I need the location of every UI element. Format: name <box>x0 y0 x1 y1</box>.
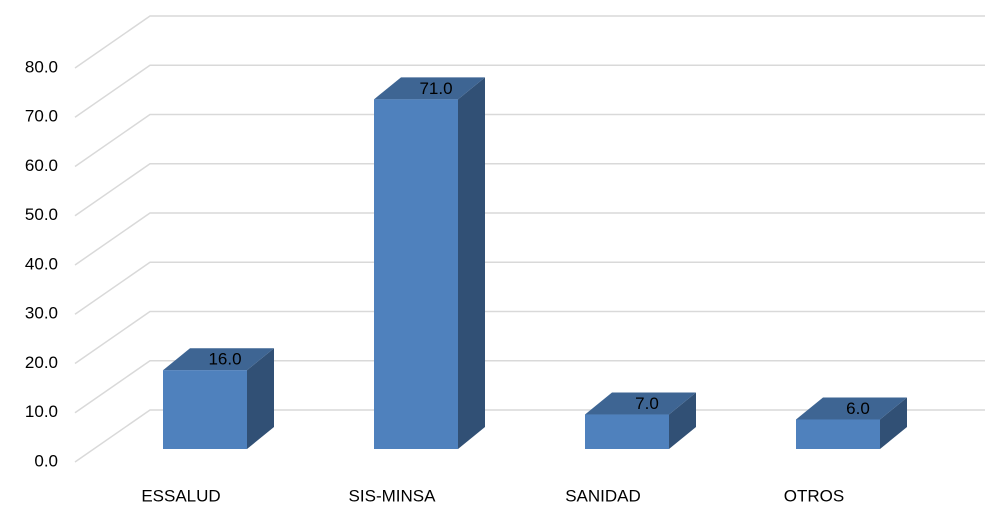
x-tick-label: OTROS <box>784 486 844 505</box>
data-label: 16.0 <box>208 350 241 369</box>
grid-line <box>74 261 985 315</box>
bar-side <box>247 348 274 449</box>
x-tick-label: SIS-MINSA <box>349 486 437 505</box>
grid-line <box>74 113 985 168</box>
grid-line <box>74 15 985 69</box>
bar-top <box>163 348 274 371</box>
y-tick-label: 40.0 <box>25 254 58 273</box>
y-tick-label: 0.0 <box>34 451 58 470</box>
bar-side <box>880 397 907 449</box>
grid-line <box>74 409 985 463</box>
grid-line <box>74 212 985 266</box>
bar <box>796 419 880 449</box>
y-tick-label: 50.0 <box>25 205 58 224</box>
x-tick-label: SANIDAD <box>565 486 641 505</box>
grid-line <box>74 64 985 118</box>
data-label: 6.0 <box>846 399 870 418</box>
bar-side <box>669 392 696 449</box>
data-label: 71.0 <box>419 79 452 98</box>
grid-line <box>74 163 985 217</box>
data-label: 7.0 <box>635 394 659 413</box>
grid-line <box>74 360 985 414</box>
y-tick-label: 70.0 <box>25 107 58 126</box>
y-tick-label: 30.0 <box>25 304 58 323</box>
bar-top <box>796 397 907 420</box>
y-tick-label: 10.0 <box>25 402 58 421</box>
grid-line <box>74 310 985 365</box>
y-tick-label: 20.0 <box>25 353 58 372</box>
y-tick-label: 60.0 <box>25 156 58 175</box>
y-tick-label: 80.0 <box>25 57 58 76</box>
bar-side <box>458 77 485 449</box>
bar <box>374 99 458 449</box>
x-tick-label: ESSALUD <box>141 486 220 505</box>
bar <box>163 370 247 449</box>
bar-top <box>374 77 485 100</box>
bar-top <box>585 392 696 415</box>
bar <box>585 414 669 449</box>
